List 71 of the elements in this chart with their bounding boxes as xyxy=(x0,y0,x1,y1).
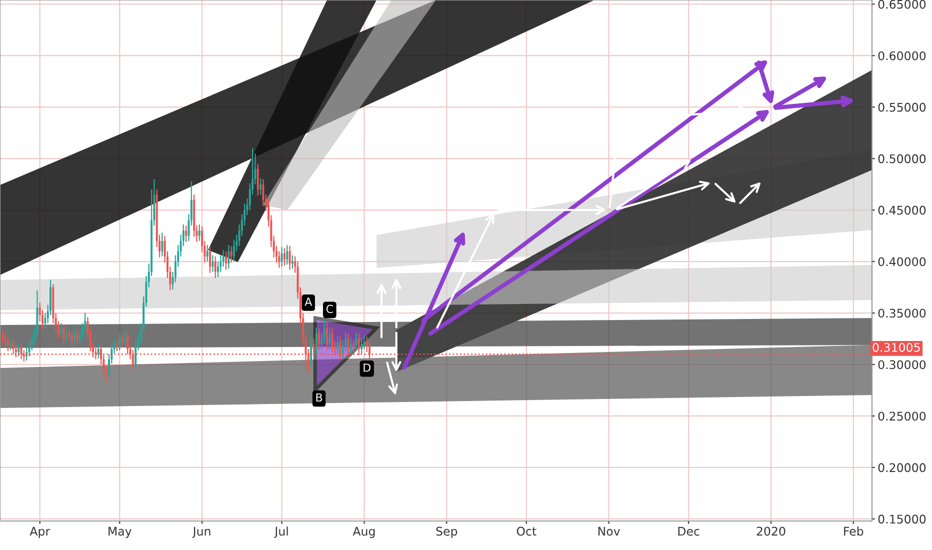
candlestick xyxy=(256,163,259,196)
candlestick xyxy=(224,250,227,270)
candlestick xyxy=(4,333,6,348)
x-tick-label: Oct xyxy=(516,526,536,536)
candlestick xyxy=(232,239,235,262)
x-tick-label: Jun xyxy=(192,526,210,538)
x-tick-label: Aug xyxy=(352,526,375,538)
candlestick xyxy=(97,343,100,359)
candlestick xyxy=(212,254,214,272)
candlestick xyxy=(116,339,118,352)
candlestick xyxy=(363,335,366,350)
candlestick xyxy=(336,335,339,355)
x-tick-label: Apr xyxy=(30,526,50,538)
candlestick xyxy=(286,244,288,266)
x-tick-label: Feb xyxy=(844,526,864,536)
y-tick-label: 0.40000 xyxy=(878,257,926,266)
candlestick xyxy=(18,342,20,357)
candlestick xyxy=(70,332,73,348)
y-tick-label: 0.35000 xyxy=(878,308,926,318)
candlestick xyxy=(328,326,331,350)
x-tick-label: Sep xyxy=(436,526,458,538)
candlestick xyxy=(124,328,126,347)
candlestick xyxy=(73,328,76,347)
y-tick-label: 0.15000 xyxy=(878,514,926,524)
y-tick-label: 0.30000 xyxy=(878,360,926,370)
y-tick-label: 0.50000 xyxy=(878,154,926,164)
y-tick-label: 0.25000 xyxy=(878,412,926,421)
annotation: A xyxy=(304,298,312,306)
annotation: C xyxy=(326,304,333,314)
candlestick xyxy=(315,326,318,355)
candlestick xyxy=(326,322,328,351)
x-tick-label: May xyxy=(108,526,132,538)
x-tick-label: Nov xyxy=(598,526,620,536)
candlestick xyxy=(228,244,230,270)
candlestick xyxy=(185,224,188,243)
x-tick-label: 2020 xyxy=(756,526,786,536)
candlestick xyxy=(209,246,212,274)
annotation: B xyxy=(316,393,322,402)
y-tick-label: 0.65000 xyxy=(878,0,926,9)
candlestick xyxy=(2,330,4,344)
candlestick xyxy=(10,338,12,351)
candlestick xyxy=(318,328,320,351)
candlestick xyxy=(161,232,164,257)
ref-line-label: 0.31005 xyxy=(872,342,920,352)
x-tick-label: Dec xyxy=(678,526,700,536)
candlestick xyxy=(283,248,286,266)
annotation: D xyxy=(364,364,370,372)
candlestick xyxy=(360,337,363,355)
candlestick xyxy=(76,328,78,344)
candlestick xyxy=(291,254,294,270)
candlestick xyxy=(206,244,208,262)
candlestick xyxy=(280,246,283,268)
y-tick-label: 0.20000 xyxy=(878,463,926,472)
candlestick xyxy=(230,246,232,264)
candlestick xyxy=(198,224,200,242)
candlestick xyxy=(214,256,216,279)
candlestick xyxy=(121,334,124,348)
candlestick xyxy=(65,328,68,344)
y-tick-label: 0.55000 xyxy=(878,102,926,112)
x-tick-label: Jul xyxy=(274,526,288,538)
candlestick xyxy=(355,332,358,352)
y-tick-label: 0.45000 xyxy=(878,206,926,215)
y-tick-label: 0.60000 xyxy=(878,51,926,60)
candlestick xyxy=(60,322,62,338)
candlestick xyxy=(6,336,9,352)
candlestick xyxy=(310,337,312,370)
candlestick xyxy=(260,178,262,196)
candlestick xyxy=(350,337,352,355)
candlestick xyxy=(118,333,121,351)
candlestick xyxy=(62,324,65,344)
candlestick xyxy=(288,246,291,270)
